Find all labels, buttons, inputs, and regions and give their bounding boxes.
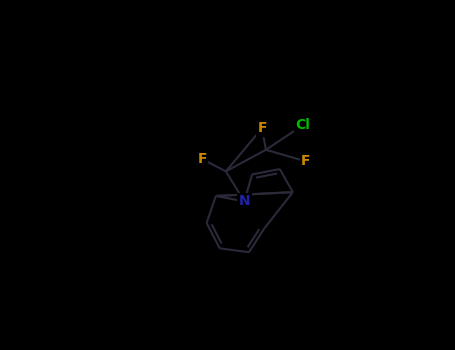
- Text: F: F: [258, 121, 267, 135]
- Text: F: F: [301, 154, 311, 168]
- Text: N: N: [238, 194, 250, 208]
- Text: F: F: [197, 152, 207, 166]
- Text: Cl: Cl: [295, 118, 310, 132]
